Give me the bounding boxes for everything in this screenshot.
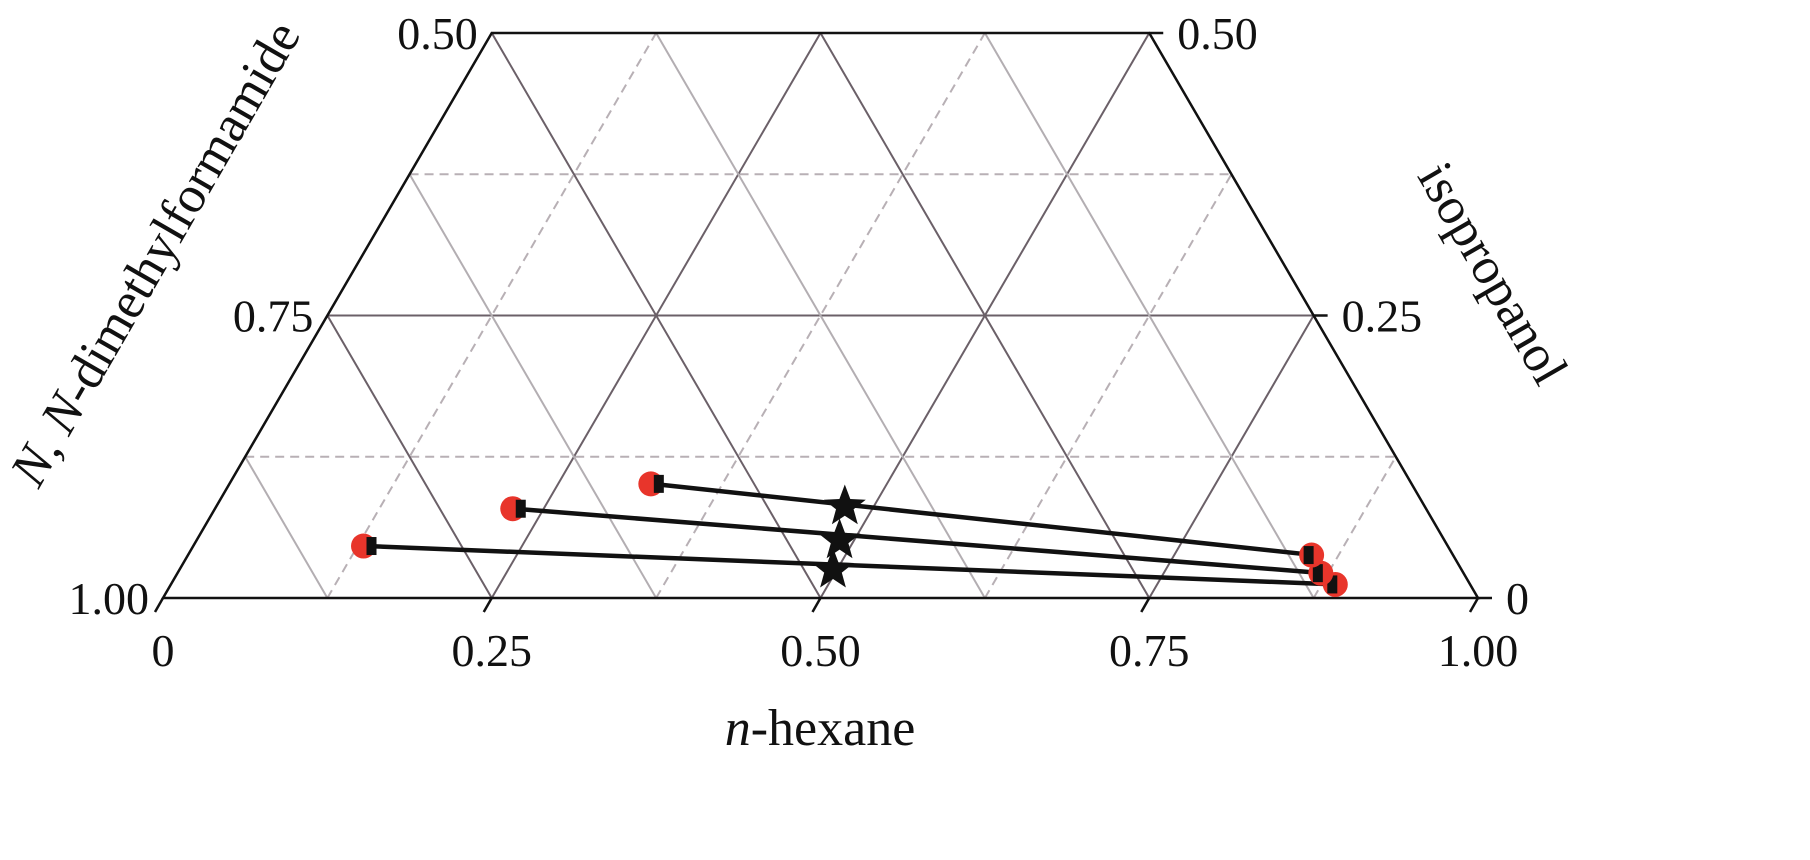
grid-line-slanted [490, 32, 822, 599]
right-tick-label: 0 [1506, 573, 1529, 624]
tie-line-segment [365, 543, 1338, 587]
calculated-point [1312, 564, 1323, 583]
left-tick-label: 0.75 [233, 291, 314, 342]
grid-line-dashed [655, 32, 986, 599]
right-tick-label: 0.25 [1342, 291, 1423, 342]
tie-line-2 [500, 496, 1334, 586]
left-tick-label: 1.00 [69, 573, 150, 624]
grid-line-dashed [326, 32, 657, 599]
grid-line-slanted [655, 32, 986, 599]
left-tick-label: 0.50 [397, 8, 478, 59]
grid-line-slanted [408, 173, 657, 599]
right-tick-label: 0.50 [1177, 8, 1258, 59]
calculated-point [1327, 575, 1338, 594]
calculated-point [1303, 546, 1314, 565]
bottom-axis-title-suffix: -hexane [751, 700, 916, 757]
tie-line-segment [514, 506, 1324, 576]
tie-line-segment [652, 481, 1314, 558]
tie-line-3 [638, 471, 1325, 568]
calculated-point [515, 499, 526, 518]
tie-line-1 [351, 533, 1348, 597]
grid-line-slanted [819, 32, 1151, 599]
grid-line-dashed [1312, 456, 1397, 599]
calculated-point [366, 537, 377, 556]
bottom-tick-label: 0 [152, 625, 175, 676]
bottom-tick-mark [482, 597, 493, 613]
bottom-tick-mark [1468, 597, 1480, 613]
grid-line-slanted [984, 32, 1315, 599]
bottom-tick-label: 1.00 [1438, 625, 1519, 676]
bottom-tick-label: 0.75 [1109, 625, 1190, 676]
bottom-tick-label: 0.50 [780, 625, 861, 676]
grid-line-slanted [244, 456, 329, 599]
data-series [351, 471, 1348, 597]
bottom-tick-mark [153, 597, 165, 613]
bottom-tick-mark [1140, 597, 1151, 613]
left-axis-title-part4: -dimethylformamide [47, 12, 312, 413]
right-axis-title: isopropanol [1406, 153, 1578, 394]
bottom-axis-title: n-hexane [725, 700, 916, 757]
grid-line-dashed [984, 173, 1233, 599]
grid-lines [162, 32, 1479, 599]
calculated-point [653, 474, 664, 493]
bottom-tick-label: 0.25 [452, 625, 533, 676]
feed-point-star [812, 547, 854, 588]
feed-point-star [818, 518, 861, 559]
bottom-axis-title-prefix: n [725, 700, 751, 757]
feed-point-star [823, 484, 866, 525]
bottom-tick-mark [811, 597, 822, 613]
